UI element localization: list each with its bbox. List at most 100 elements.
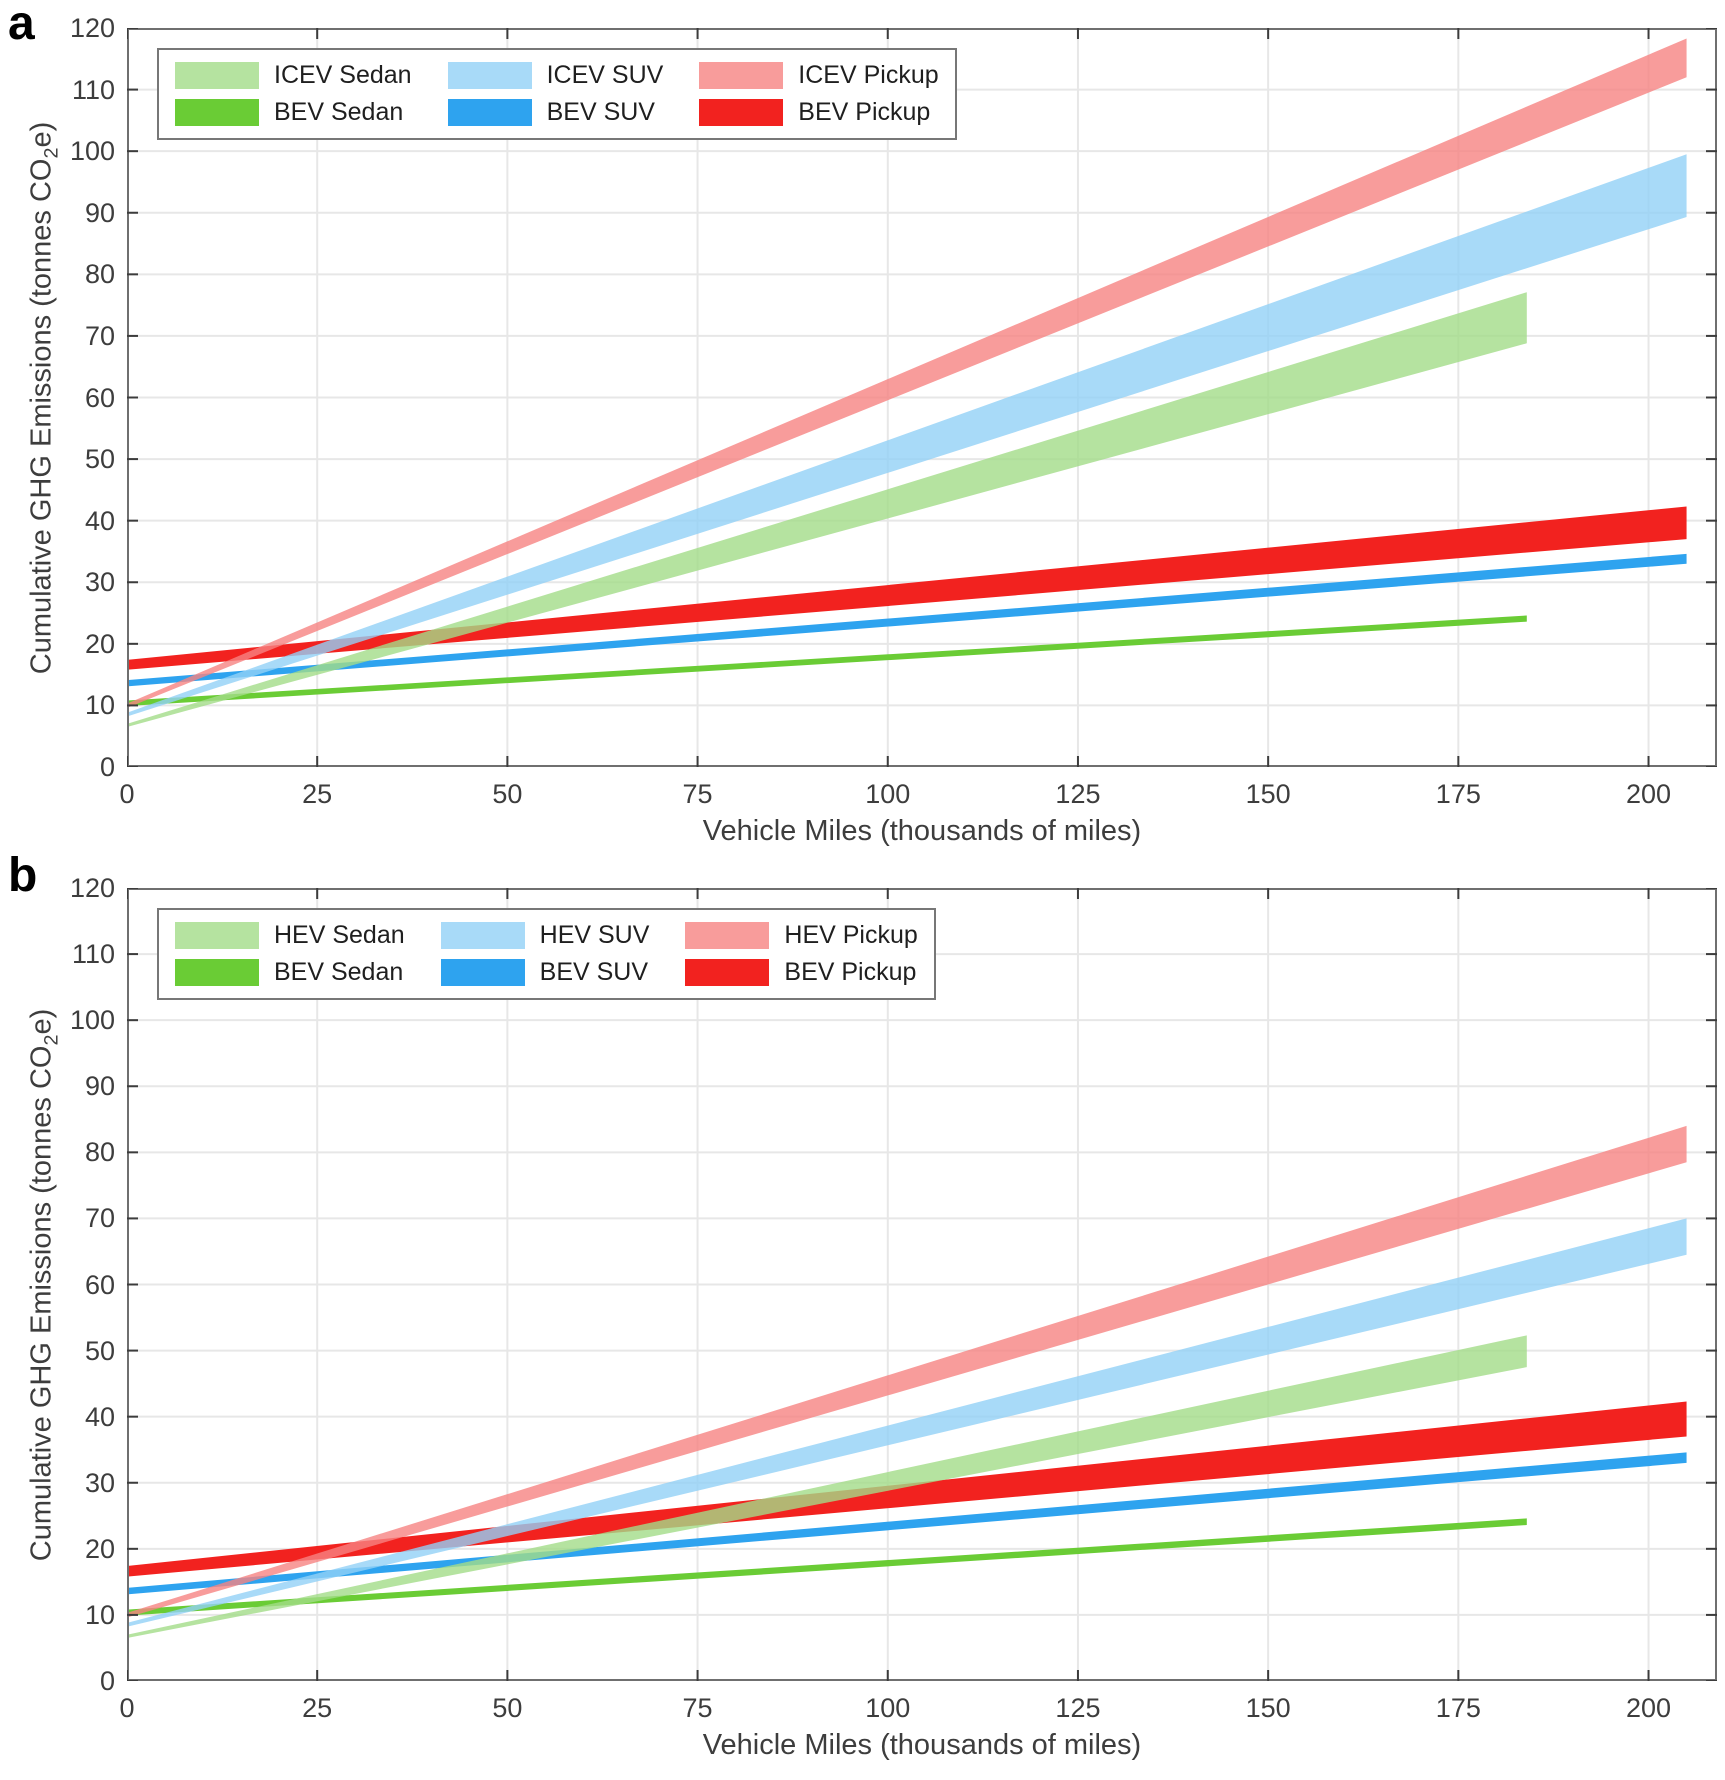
legend-swatch xyxy=(685,959,770,986)
series-band-hev-pickup xyxy=(127,1125,1687,1618)
x-tick-label: 150 xyxy=(1245,1693,1291,1723)
x-tick-label: 0 xyxy=(119,779,135,809)
legend-swatch xyxy=(175,62,259,89)
x-tick-label: 200 xyxy=(1625,1693,1672,1723)
y-tick-label: 100 xyxy=(69,1005,115,1036)
legend-swatch xyxy=(440,922,525,949)
legend-item: HEV Sedan xyxy=(175,921,405,950)
y-tick-label: 40 xyxy=(84,1401,115,1432)
y-tick-label: 120 xyxy=(69,873,115,903)
x-tick-label: 175 xyxy=(1435,779,1481,809)
x-tick-label: 50 xyxy=(492,1693,523,1723)
legend-item: HEV Pickup xyxy=(685,921,918,950)
y-tick-label: 30 xyxy=(84,1467,115,1498)
x-tick-label: 125 xyxy=(1055,779,1101,809)
y-tick-label: 20 xyxy=(84,1533,115,1564)
series-band-icev-sedan xyxy=(127,292,1527,727)
legend-label: BEV Sedan xyxy=(274,98,404,126)
legend-label: HEV Pickup xyxy=(784,921,918,949)
legend-item: ICEV Sedan xyxy=(175,61,412,90)
x-axis-label: Vehicle Miles (thousands of miles) xyxy=(702,815,1142,847)
legend-swatch xyxy=(440,959,525,986)
y-tick-label: 90 xyxy=(84,1071,115,1102)
x-tick-label: 50 xyxy=(492,779,523,809)
x-tick-label: 200 xyxy=(1625,779,1672,809)
legend-b: HEV Sedan BEV Sedan HEV SUV BEV SUV HEV Pick… xyxy=(157,908,936,1000)
series-band-bev-sedan xyxy=(127,615,1527,707)
x-tick-label: 25 xyxy=(302,1693,333,1723)
legend-label: BEV Pickup xyxy=(798,98,931,126)
legend-label: BEV SUV xyxy=(546,98,655,126)
y-tick-label: 20 xyxy=(84,628,115,659)
y-tick-label: 80 xyxy=(84,1137,115,1168)
legend-swatch xyxy=(175,922,259,949)
legend-swatch xyxy=(699,62,784,89)
legend-label: ICEV SUV xyxy=(546,61,664,89)
legend-item: BEV Sedan xyxy=(175,98,412,127)
legend-label: HEV Sedan xyxy=(274,921,405,949)
legend-label: ICEV Pickup xyxy=(798,61,939,89)
x-tick-label: 75 xyxy=(682,779,713,809)
y-tick-label: 70 xyxy=(84,320,115,351)
legend-a: ICEV Sedan BEV Sedan ICEV SUV BEV SUV ICEV P… xyxy=(157,48,957,140)
y-tick-label: 90 xyxy=(84,197,115,228)
x-tick-label: 125 xyxy=(1055,1693,1101,1723)
series-band-hev-suv xyxy=(127,1218,1687,1627)
series-band-hev-sedan xyxy=(127,1335,1527,1639)
series-band-bev-sedan xyxy=(127,1518,1527,1616)
legend-item: BEV Sedan xyxy=(175,958,405,987)
legend-label: HEV SUV xyxy=(539,921,650,949)
x-tick-label: 175 xyxy=(1435,1693,1481,1723)
y-tick-label: 0 xyxy=(99,1666,115,1696)
legend-item: ICEV Pickup xyxy=(699,61,939,90)
legend-swatch xyxy=(447,62,532,89)
legend-item: BEV Pickup xyxy=(685,958,917,987)
legend-item: ICEV SUV xyxy=(447,61,664,90)
y-tick-label: 10 xyxy=(84,690,115,721)
series-band-icev-pickup xyxy=(127,38,1687,708)
legend-label: BEV Sedan xyxy=(274,958,404,986)
x-tick-label: 150 xyxy=(1245,779,1291,809)
y-tick-label: 100 xyxy=(69,136,115,167)
x-axis-label: Vehicle Miles (thousands of miles) xyxy=(702,1729,1142,1761)
x-tick-label: 100 xyxy=(865,1693,911,1723)
plot-area-a xyxy=(127,28,1717,767)
series-band-bev-suv xyxy=(127,553,1687,687)
y-tick-label: 60 xyxy=(84,1269,115,1300)
y-tick-label: 80 xyxy=(84,259,115,290)
y-tick-label: 10 xyxy=(84,1599,115,1630)
legend-swatch xyxy=(699,99,784,126)
plot-area-b xyxy=(127,888,1717,1681)
legend-label: ICEV Sedan xyxy=(274,61,412,89)
legend-swatch xyxy=(175,99,259,126)
legend-item: BEV SUV xyxy=(440,958,650,987)
y-tick-label: 50 xyxy=(84,1335,115,1366)
y-tick-label: 70 xyxy=(84,1203,115,1234)
y-tick-label: 50 xyxy=(84,444,115,475)
y-tick-label: 120 xyxy=(69,13,115,43)
legend-item: BEV Pickup xyxy=(699,98,938,127)
series-band-icev-suv xyxy=(127,154,1687,717)
panel-letter-a: a xyxy=(8,0,35,50)
y-tick-label: 110 xyxy=(71,939,115,970)
panel-letter-b: b xyxy=(8,849,38,902)
y-tick-label: 30 xyxy=(84,567,115,598)
x-tick-label: 0 xyxy=(119,1693,135,1723)
legend-swatch xyxy=(685,922,770,949)
legend-label: BEV SUV xyxy=(539,958,649,986)
legend-label: BEV Pickup xyxy=(784,958,917,986)
y-tick-label: 40 xyxy=(84,505,115,536)
legend-item: BEV SUV xyxy=(447,98,664,127)
legend-swatch xyxy=(175,959,259,986)
y-tick-label: 60 xyxy=(84,382,115,413)
x-tick-label: 75 xyxy=(682,1693,713,1723)
legend-swatch xyxy=(447,99,532,126)
legend-item: HEV SUV xyxy=(440,921,650,950)
x-tick-label: 100 xyxy=(865,779,911,809)
y-tick-label: 110 xyxy=(71,74,115,105)
series-band-bev-pickup xyxy=(127,506,1687,670)
x-tick-label: 25 xyxy=(302,779,333,809)
y-tick-label: 0 xyxy=(99,752,115,782)
